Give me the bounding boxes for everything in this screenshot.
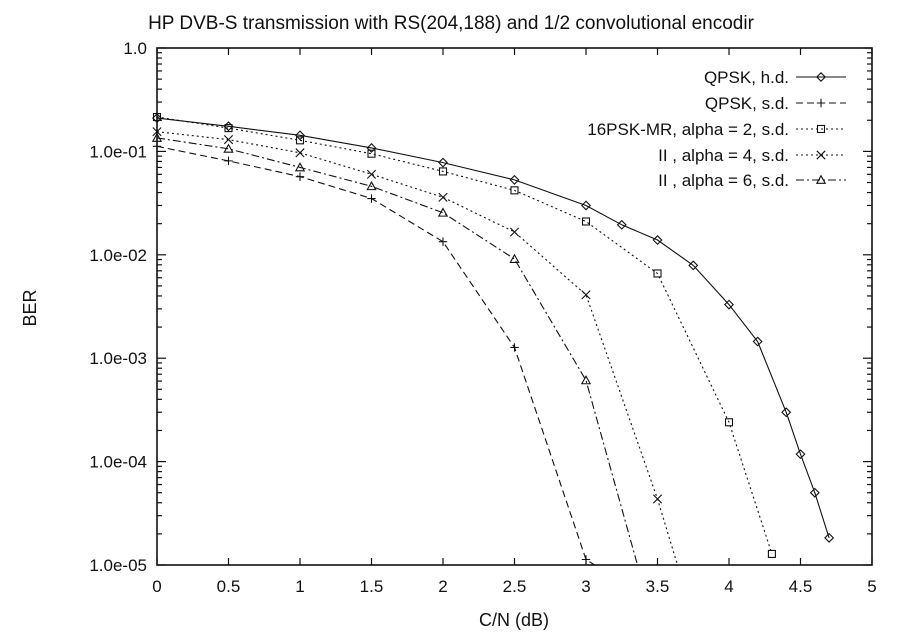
data-point (152, 112, 162, 122)
data-point (724, 418, 734, 427)
data-point (152, 113, 162, 124)
data-point (809, 487, 820, 498)
data-point (509, 227, 520, 237)
data-point (795, 449, 806, 460)
data-point (752, 336, 763, 347)
data-point (653, 269, 662, 278)
series-line (156, 137, 639, 566)
data-point (438, 167, 448, 176)
y-tick-label: 1.0e-01 (89, 142, 147, 161)
legend-marker (816, 124, 826, 134)
data-point (581, 217, 591, 226)
data-point (295, 136, 305, 145)
x-tick-label: 2.5 (503, 577, 527, 596)
data-point (295, 130, 305, 141)
data-point (581, 200, 591, 211)
x-tick-label: 1 (295, 577, 304, 596)
legend: QPSK, h.d. QPSK, s.d. 16PSK-MR, alpha = 2,… (587, 68, 846, 190)
legend-marker (816, 150, 826, 160)
data-point (581, 555, 591, 564)
data-point (824, 532, 835, 543)
data-point (223, 143, 234, 153)
data-point (510, 186, 519, 195)
data-point (724, 299, 734, 310)
data-point (688, 260, 699, 271)
axis-ticks: 0 0.5 1 1.5 2 2.5 3 3.5 4 4.5 5 1.0 1.0e-01 1.0e-02 1.… (89, 39, 876, 596)
data-point (223, 135, 234, 145)
data-point (367, 194, 376, 203)
legend-marker (816, 98, 826, 108)
x-tick-label: 0.5 (217, 577, 241, 596)
data-point (224, 124, 233, 133)
x-tick-label: 2 (438, 577, 447, 596)
data-point (151, 132, 163, 142)
data-point (509, 174, 520, 185)
data-point (581, 290, 591, 300)
y-tick-label: 1.0e-05 (89, 556, 147, 575)
data-point (781, 407, 792, 418)
data-point (295, 148, 305, 158)
data-point (294, 162, 306, 172)
series-line (156, 145, 595, 566)
data-point (224, 156, 233, 166)
x-tick-label: 4.5 (789, 577, 813, 596)
x-tick-label: 4 (724, 577, 733, 596)
series-5 (151, 132, 639, 566)
data-point (437, 207, 449, 217)
data-point (366, 169, 377, 179)
data-point (652, 494, 663, 504)
y-tick-label: 1.0e-04 (89, 453, 147, 472)
data-point (510, 343, 519, 352)
y-axis-label: BER (20, 289, 40, 326)
x-axis-label: C/N (dB) (479, 610, 549, 630)
y-tick-label: 1.0e-02 (89, 246, 147, 265)
x-tick-label: 0 (152, 577, 161, 596)
data-point (438, 192, 448, 202)
data-point (438, 237, 448, 246)
data-point (367, 149, 376, 158)
data-point (616, 219, 627, 230)
data-point (366, 142, 377, 153)
series-3 (152, 112, 776, 558)
data-point (509, 253, 520, 263)
data-point (152, 127, 162, 137)
data-point (152, 142, 162, 151)
legend-label: II , alpha = 6, s.d. (658, 171, 789, 190)
x-tick-label: 1.5 (360, 577, 384, 596)
legend-marker (816, 72, 826, 82)
y-tick-label: 1.0e-03 (89, 349, 147, 368)
series-line (156, 117, 830, 539)
data-point (767, 549, 776, 558)
series-group (151, 112, 835, 566)
legend-label: QPSK, h.d. (704, 68, 789, 87)
data-point (580, 375, 592, 385)
series-4 (152, 127, 679, 566)
data-point (438, 157, 448, 168)
y-tick-label: 1.0 (123, 39, 147, 58)
legend-label: 16PSK-MR, alpha = 2, s.d. (587, 120, 789, 139)
data-point (366, 180, 377, 191)
series-line (156, 131, 679, 566)
x-tick-label: 3 (581, 577, 590, 596)
data-point (295, 172, 305, 181)
legend-marker (815, 174, 827, 184)
series-2 (152, 142, 595, 566)
data-point (652, 235, 663, 245)
chart-title: HP DVB-S transmission with RS(204,188) a… (148, 13, 755, 34)
legend-label: II , alpha = 4, s.d. (658, 146, 789, 165)
x-tick-label: 5 (867, 577, 876, 596)
x-tick-label: 3.5 (646, 577, 670, 596)
legend-label: QPSK, s.d. (705, 94, 789, 113)
